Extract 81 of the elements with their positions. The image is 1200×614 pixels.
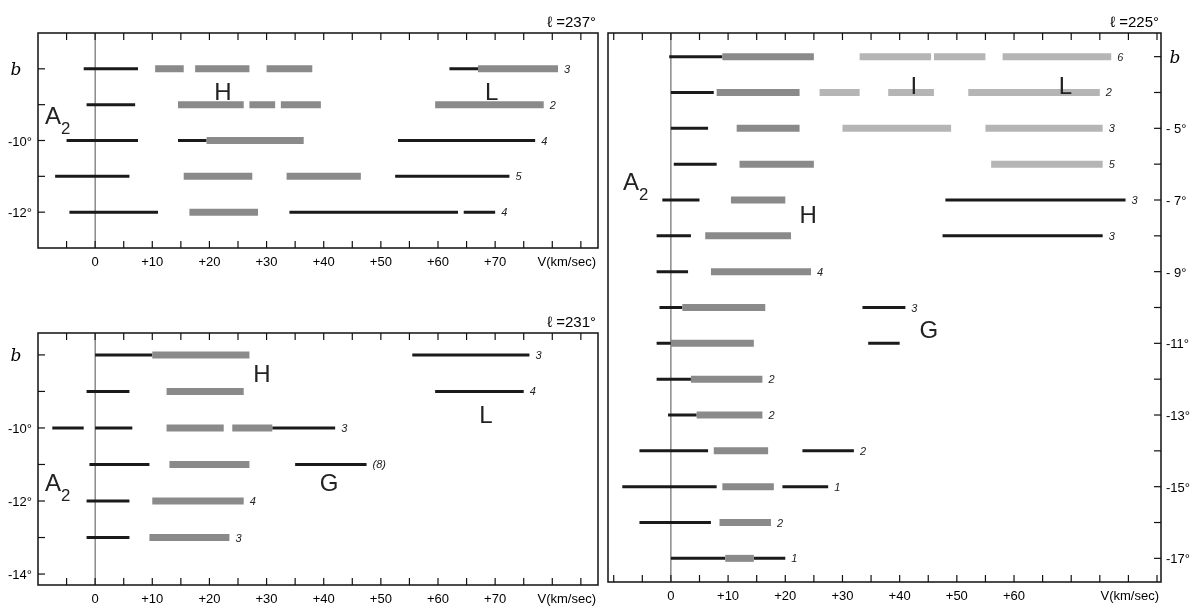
- x-tick-label: +70: [484, 591, 507, 606]
- y-tick-label: -14°: [8, 567, 32, 583]
- annotation: H: [214, 78, 232, 106]
- x-tick-label: +20: [198, 254, 221, 269]
- x-tick-label: +20: [774, 588, 797, 603]
- y-tick-label: -11°: [1166, 336, 1190, 352]
- x-tick-label: +40: [312, 254, 335, 269]
- annotation: L: [479, 400, 493, 428]
- annotation: L: [484, 78, 499, 106]
- x-axis-title: V(km/sec): [1100, 588, 1159, 603]
- x-tick-label: +50: [945, 588, 968, 603]
- annotation: (8): [372, 458, 387, 471]
- chart-title: ℓ =225°: [1110, 13, 1159, 30]
- annotation: L: [1058, 72, 1073, 100]
- x-tick-label: +70: [484, 254, 507, 269]
- annotation: G: [919, 316, 939, 344]
- x-tick-label: +20: [198, 591, 221, 606]
- x-axis-title: V(km/sec): [537, 591, 596, 606]
- x-tick-label: +60: [426, 591, 450, 606]
- annotation: 4: [817, 265, 824, 278]
- x-tick-label: +10: [141, 591, 164, 606]
- annotation: I: [910, 72, 918, 100]
- x-tick-label: +60: [426, 254, 450, 269]
- annotation: 2: [767, 373, 775, 386]
- x-axis-title: V(km/sec): [537, 254, 596, 269]
- y-tick-label: - 9°: [1166, 264, 1187, 280]
- annotation: 2: [548, 98, 556, 111]
- annotation: 6: [1117, 50, 1125, 63]
- annotation: 5: [1108, 158, 1116, 171]
- y-tick-label: -12°: [8, 494, 32, 509]
- annotation: A$_{2}$: [622, 168, 649, 204]
- x-tick-label: 0: [91, 254, 99, 269]
- x-tick-label: +60: [1003, 588, 1026, 603]
- y-axis-title: b: [10, 344, 22, 365]
- x-tick-label: +40: [312, 591, 335, 606]
- annotation: H: [253, 360, 271, 388]
- annotation: 3: [1108, 122, 1116, 135]
- y-tick-label: -15°: [1166, 479, 1190, 495]
- annotation: A$_{2}$: [44, 101, 71, 138]
- x-tick-label: +30: [255, 254, 278, 269]
- annotation: 4: [249, 495, 256, 507]
- chart-title: ℓ =231°: [547, 313, 596, 330]
- x-tick-label: 0: [667, 588, 675, 603]
- y-tick-label: -17°: [1166, 551, 1190, 567]
- y-tick-label: -12°: [8, 205, 32, 221]
- y-tick-label: - 5°: [1166, 121, 1187, 137]
- x-tick-label: +50: [369, 254, 392, 269]
- annotation: G: [319, 468, 339, 496]
- x-tick-label: +50: [369, 591, 392, 606]
- x-tick-label: +30: [255, 591, 278, 606]
- x-tick-label: +40: [888, 588, 911, 603]
- annotation: 3: [564, 62, 571, 75]
- annotation: 4: [529, 385, 536, 398]
- annotation: 1: [834, 480, 841, 493]
- y-axis-title: b: [1169, 46, 1181, 67]
- annotation: 3: [535, 348, 543, 361]
- annotation: 3: [341, 421, 349, 434]
- y-axis-title: b: [10, 58, 22, 79]
- annotation: 3: [1131, 193, 1139, 206]
- annotation: 3: [911, 301, 919, 314]
- annotation: 3: [235, 531, 243, 544]
- x-tick-label: 0: [91, 591, 99, 606]
- x-tick-label: +30: [831, 588, 854, 603]
- y-tick-label: -10°: [8, 420, 32, 436]
- annotation: H: [799, 201, 817, 229]
- annotation: 2: [775, 516, 784, 529]
- x-tick-label: +10: [141, 254, 164, 269]
- annotation: A$_{2}$: [44, 468, 71, 505]
- annotation: 4: [541, 134, 548, 147]
- y-tick-label: -10°: [8, 133, 32, 149]
- x-tick-label: +10: [717, 588, 740, 603]
- annotation: 3: [1108, 229, 1116, 242]
- y-tick-label: -13°: [1166, 408, 1190, 424]
- annotation: 2: [1104, 86, 1112, 99]
- annotation: 1: [791, 552, 798, 565]
- annotation: 2: [767, 409, 775, 422]
- annotation: 5: [515, 170, 523, 183]
- y-tick-label: - 7°: [1166, 192, 1187, 208]
- annotation: 4: [501, 206, 508, 219]
- chart-title: ℓ =237°: [547, 13, 596, 30]
- annotation: 2: [858, 444, 867, 457]
